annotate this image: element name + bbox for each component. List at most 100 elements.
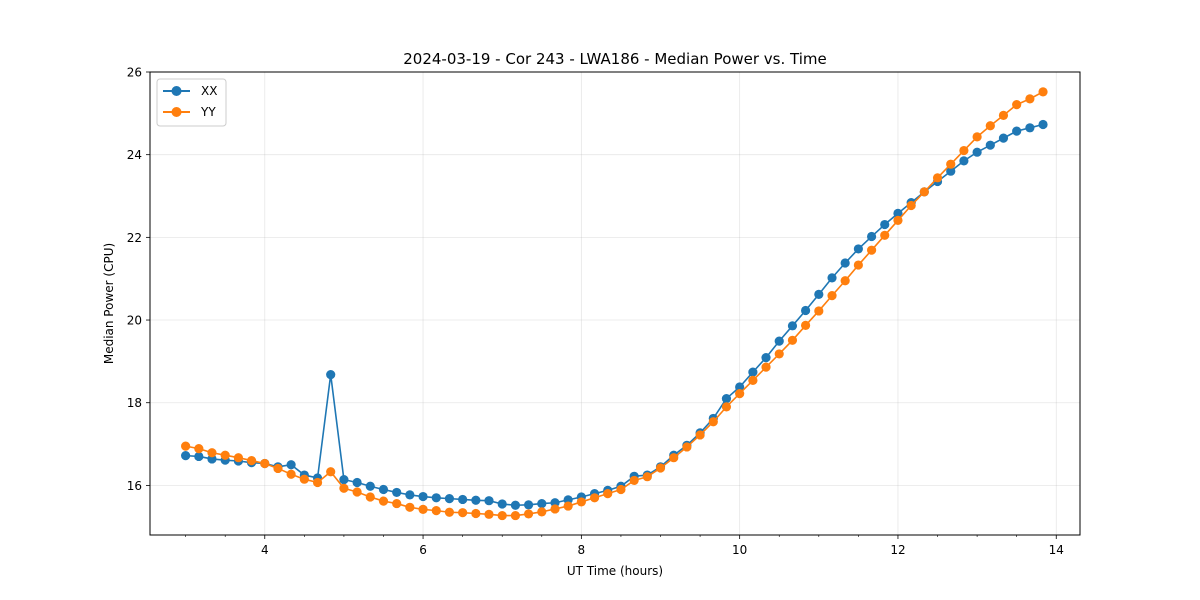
data-point-yy (550, 504, 560, 514)
data-point-yy (787, 335, 798, 345)
data-point-yy (932, 173, 943, 183)
data-point-yy (827, 291, 837, 301)
data-point-xx (523, 500, 534, 510)
y-tick-label: 16 (127, 479, 142, 493)
legend: XX YY (156, 78, 227, 127)
data-point-xx (972, 147, 982, 157)
chart-title: 2024-03-19 - Cor 243 - LWA186 - Median P… (403, 50, 827, 68)
data-point-yy (537, 507, 547, 517)
data-point-yy (867, 245, 877, 255)
data-point-yy (497, 510, 507, 521)
data-point-yy (814, 306, 824, 316)
data-point-yy (880, 230, 890, 240)
data-point-yy (708, 417, 718, 427)
data-point-xx (787, 321, 798, 331)
data-point-xx (444, 494, 455, 504)
data-point-yy (629, 475, 639, 486)
data-point-xx (800, 305, 811, 316)
data-point-yy (853, 260, 863, 270)
legend-label-xx: XX (201, 84, 217, 98)
data-point-yy (972, 132, 982, 142)
x-tick-label: 10 (732, 543, 747, 557)
data-point-xx (458, 494, 468, 505)
data-point-xx (339, 475, 349, 485)
data-point-xx (405, 490, 415, 500)
data-point-yy (365, 492, 375, 502)
data-point-xx (946, 166, 956, 176)
ticks: 4 6 8 10 12 14 16 18 20 22 24 26 (127, 66, 1064, 558)
data-point-xx (378, 484, 389, 495)
legend-marker-xx (171, 86, 182, 96)
x-tick-label: 4 (261, 543, 269, 557)
x-tick-label: 14 (1049, 543, 1064, 557)
y-tick-label: 22 (127, 231, 142, 245)
data-point-xx (510, 500, 521, 510)
data-point-yy (576, 497, 586, 507)
data-point-yy (563, 501, 573, 511)
data-point-yy (471, 508, 481, 519)
data-point-yy (299, 474, 309, 484)
data-point-xx (1025, 123, 1035, 133)
legend-label-yy: YY (200, 105, 216, 119)
data-point-yy (721, 402, 732, 412)
data-point-yy (959, 145, 969, 156)
data-point-yy (378, 496, 389, 506)
data-point-yy (181, 441, 191, 451)
data-point-xx (352, 477, 362, 488)
data-point-yy (1025, 94, 1035, 104)
data-point-xx (471, 495, 481, 505)
data-point-xx (365, 481, 375, 491)
data-point-yy (458, 508, 468, 518)
x-tick-label: 8 (578, 543, 586, 557)
data-point-xx (840, 258, 850, 268)
x-tick-label: 12 (890, 543, 905, 557)
data-point-xx (827, 273, 837, 283)
data-point-xx (985, 140, 995, 150)
legend-marker-yy (171, 107, 182, 117)
data-point-xx (721, 393, 732, 404)
data-point-yy (761, 362, 771, 372)
data-point-yy (695, 430, 705, 440)
data-point-xx (194, 451, 204, 462)
data-point-yy (392, 498, 402, 509)
data-point-xx (814, 289, 824, 300)
data-point-yy (523, 509, 534, 519)
y-axis-label: Median Power (CPU) (102, 243, 116, 364)
data-point-yy (273, 463, 283, 474)
data-point-xx (1038, 119, 1048, 130)
data-point-yy (800, 320, 811, 331)
data-point-xx (286, 460, 296, 470)
data-point-xx (867, 231, 877, 242)
data-point-yy (233, 453, 244, 463)
data-point-yy (484, 509, 494, 519)
data-point-xx (1012, 126, 1022, 136)
data-point-yy (840, 276, 850, 286)
data-point-yy (1012, 100, 1022, 110)
data-point-xx (418, 491, 428, 502)
data-point-yy (642, 472, 652, 482)
data-point-yy (431, 506, 441, 516)
grid (150, 71, 1080, 535)
data-point-yy (985, 121, 995, 131)
data-point-yy (405, 502, 415, 512)
y-tick-label: 18 (127, 396, 142, 410)
data-point-yy (616, 484, 626, 495)
series-yy (181, 87, 1048, 521)
data-point-yy (893, 215, 903, 226)
data-point-yy (444, 507, 455, 517)
data-point-yy (946, 159, 956, 169)
y-tick-label: 24 (127, 148, 142, 162)
data-point-yy (655, 463, 666, 473)
data-point-yy (246, 455, 257, 466)
y-tick-label: 26 (127, 66, 142, 80)
data-point-yy (220, 450, 230, 460)
data-point-yy (906, 200, 916, 211)
data-point-yy (1038, 87, 1048, 97)
data-point-xx (484, 496, 494, 506)
data-point-xx (392, 487, 402, 498)
data-point-yy (669, 453, 679, 463)
data-point-xx (497, 499, 507, 509)
data-point-xx (998, 133, 1009, 143)
data-point-yy (774, 349, 784, 359)
